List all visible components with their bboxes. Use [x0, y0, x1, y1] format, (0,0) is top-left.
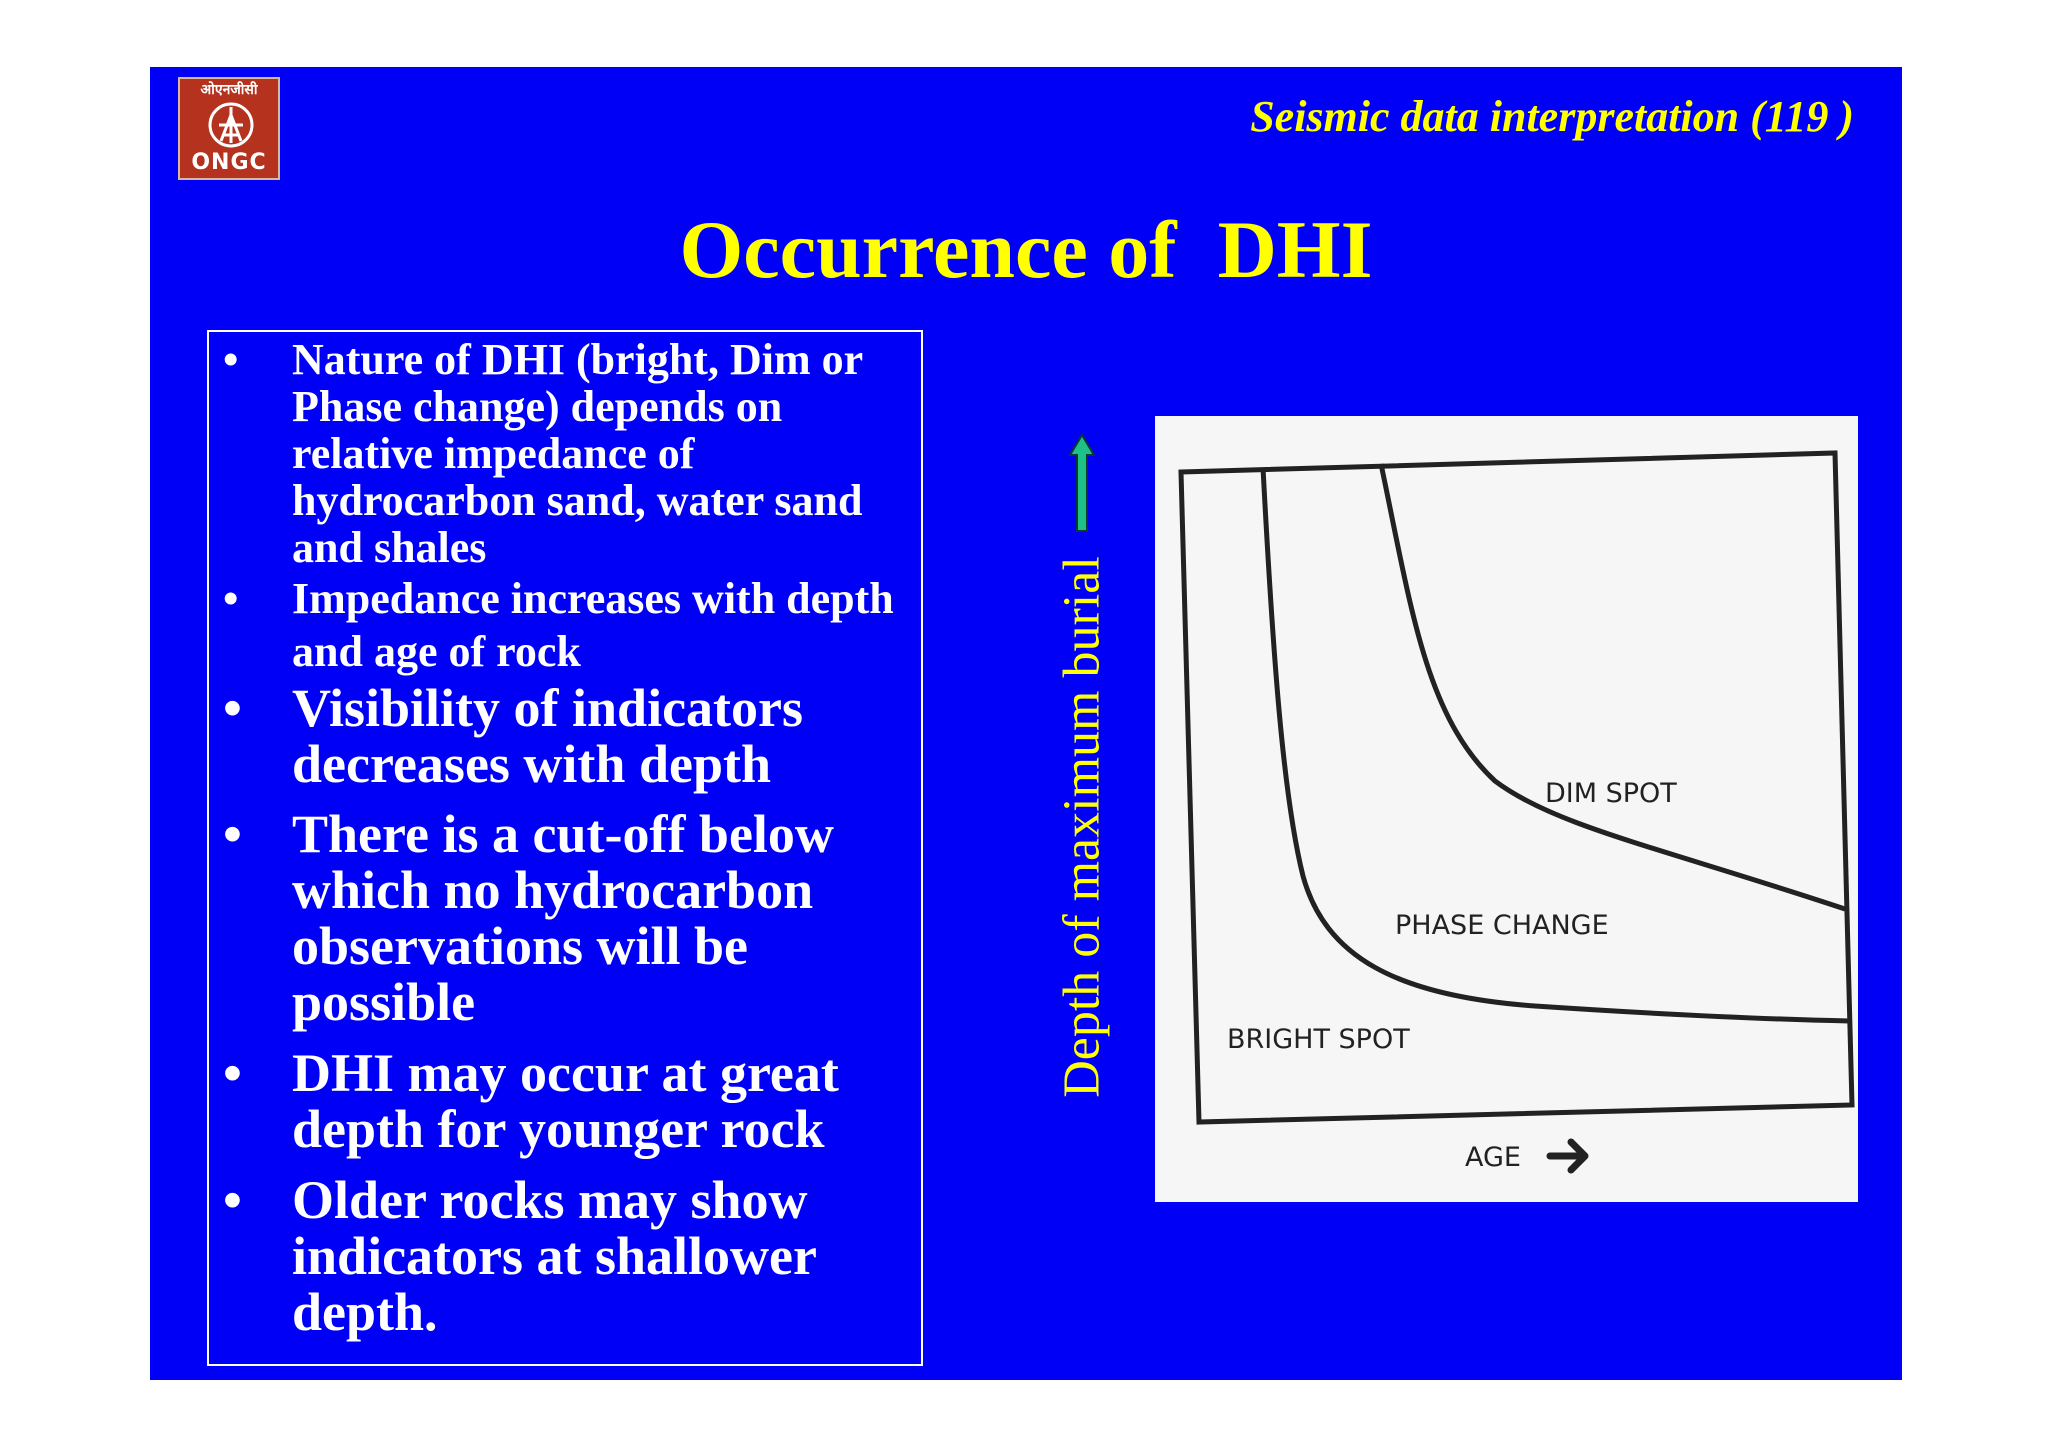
- dim-spot-label: DIM SPOT: [1545, 778, 1677, 809]
- bullet-text: Nature of DHI (bright, Dim or Phase chan…: [292, 335, 863, 572]
- bullet-dot: •: [223, 574, 239, 623]
- bright-spot-boundary: [1260, 467, 1850, 1024]
- bullet-dot: •: [223, 678, 242, 738]
- age-axis-label: AGE: [1465, 1142, 1521, 1173]
- bullet-text: There is a cut-off below which no hydroc…: [292, 804, 834, 1032]
- ongc-logo: ओएनजीसी ONGC: [178, 77, 280, 180]
- dim-spot-boundary: [1378, 463, 1846, 912]
- bullet-dot: •: [223, 335, 239, 384]
- logo-hindi-text: ओएनजीसी: [200, 82, 258, 98]
- dhi-diagram: DIM SPOT PHASE CHANGE BRIGHT SPOT AGE: [1155, 416, 1858, 1202]
- slide: ओएनजीसी ONGC Seismic data interpretation…: [150, 67, 1902, 1380]
- logo-text: ONGC: [191, 150, 267, 175]
- bullet-dot: •: [223, 804, 242, 864]
- bullet-text: Impedance increases with depth and age o…: [292, 574, 894, 676]
- bullet-dot: •: [223, 1043, 242, 1103]
- dhi-diagram-svg: DIM SPOT PHASE CHANGE BRIGHT SPOT AGE: [1178, 450, 1855, 1174]
- diagram-frame: [1178, 450, 1855, 1125]
- bullet-text: Older rocks may show indicators at shall…: [292, 1170, 816, 1342]
- up-arrow-icon: [1068, 433, 1096, 532]
- bullet-text: DHI may occur at great depth for younger…: [292, 1043, 839, 1159]
- depth-axis-label: Depth of maximum burial: [1053, 556, 1111, 1098]
- right-arrow-icon: [1546, 1138, 1589, 1174]
- bright-spot-label: BRIGHT SPOT: [1227, 1024, 1410, 1055]
- bullet-text: Visibility of indicators decreases with …: [292, 678, 804, 794]
- phase-change-label: PHASE CHANGE: [1395, 910, 1609, 941]
- bullet-box: • Nature of DHI (bright, Dim or Phase ch…: [207, 330, 923, 1366]
- bullet-dot: •: [223, 1170, 242, 1230]
- header-title: Seismic data interpretation (119 ): [1250, 92, 1854, 141]
- page-title: Occurrence of DHI: [679, 204, 1373, 295]
- ongc-emblem-icon: [208, 102, 254, 148]
